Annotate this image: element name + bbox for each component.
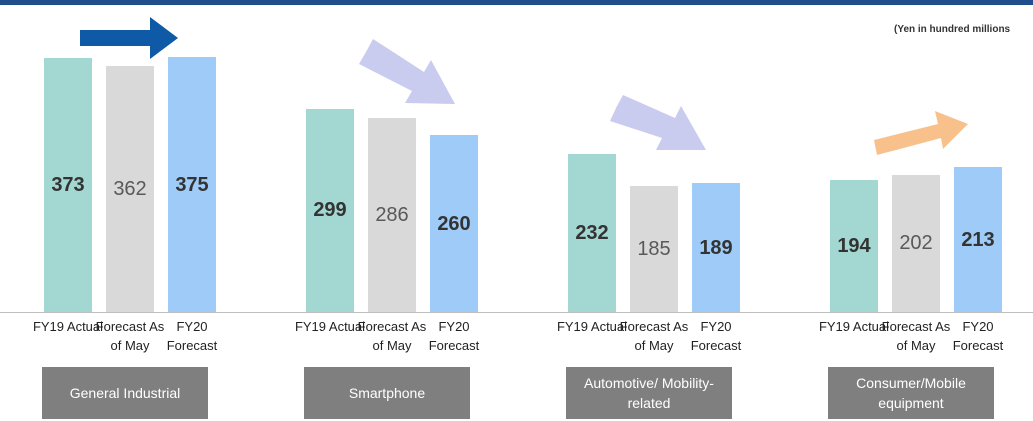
series-label: FY19 Actual — [32, 319, 104, 334]
value-label: 373 — [51, 174, 85, 197]
trend-arrow — [80, 17, 178, 59]
value-label: 202 — [899, 232, 933, 255]
value-label: 213 — [961, 228, 995, 251]
bar — [568, 154, 616, 312]
top-rule — [0, 0, 1033, 5]
bar — [892, 174, 940, 312]
value-label: 189 — [699, 236, 733, 259]
series-label: Forecast As of May — [95, 319, 165, 353]
series-label: FY20 Forecast — [166, 319, 218, 353]
trend-arrow — [874, 111, 968, 155]
category-label: Automotive/ Mobility-related — [566, 367, 732, 419]
bar — [306, 108, 354, 312]
value-label: 232 — [575, 222, 609, 245]
series-label: FY20 Forecast — [952, 319, 1004, 353]
value-label: 375 — [175, 173, 209, 196]
trend-arrow — [610, 95, 706, 150]
value-label: 362 — [113, 177, 147, 200]
series-label: FY19 Actual — [294, 319, 366, 334]
bar — [630, 186, 678, 312]
value-label: 185 — [637, 238, 671, 261]
bar — [430, 135, 478, 312]
series-label: FY20 Forecast — [428, 319, 480, 353]
bar — [830, 180, 878, 312]
bar — [44, 58, 92, 312]
bar — [168, 57, 216, 312]
category-label: Smartphone — [304, 367, 470, 419]
category-label: Consumer/Mobile equipment — [828, 367, 994, 419]
unit-note: (Yen in hundred millions — [894, 24, 1011, 35]
series-label: Forecast As of May — [619, 319, 689, 353]
value-label: 299 — [313, 199, 347, 222]
trend-arrow — [359, 39, 455, 104]
series-label: FY20 Forecast — [690, 319, 742, 353]
bar — [954, 167, 1002, 312]
bar — [106, 65, 154, 312]
bar — [692, 183, 740, 312]
bar — [368, 117, 416, 312]
series-label: Forecast As of May — [881, 319, 951, 353]
value-label: 194 — [837, 235, 871, 258]
category-label: General Industrial — [42, 367, 208, 419]
baseline — [0, 312, 1033, 313]
series-label: FY19 Actual — [556, 319, 628, 334]
value-label: 260 — [437, 212, 471, 235]
series-label: Forecast As of May — [357, 319, 427, 353]
value-label: 286 — [375, 203, 409, 226]
series-label: FY19 Actual — [818, 319, 890, 334]
